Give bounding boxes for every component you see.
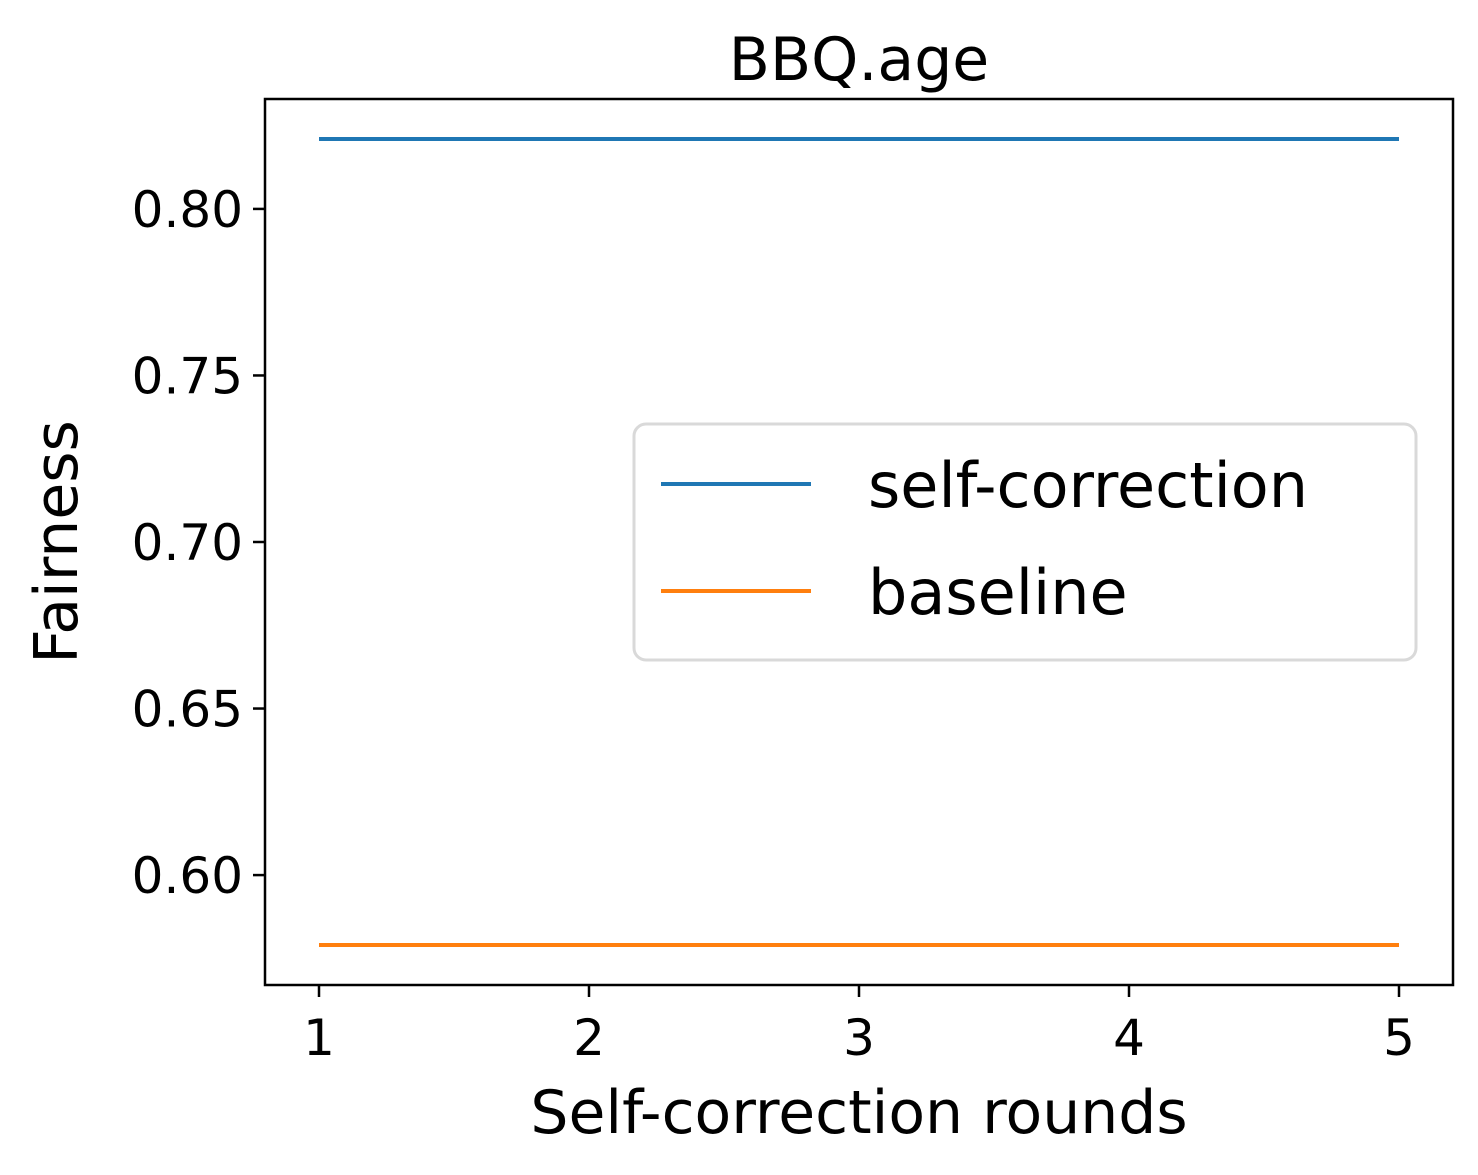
x-axis-label: Self-correction rounds xyxy=(530,1078,1187,1148)
legend-label-1: baseline xyxy=(868,556,1128,629)
y-axis-label: Fairness xyxy=(22,420,92,664)
x-axis-ticks: 1 2 3 4 5 xyxy=(303,985,1415,1067)
y-tick-label: 0.60 xyxy=(132,847,243,905)
x-tick-label: 4 xyxy=(1113,1009,1145,1067)
x-tick-label: 2 xyxy=(573,1009,605,1067)
x-tick-label: 3 xyxy=(843,1009,875,1067)
y-axis-ticks: 0.60 0.65 0.70 0.75 0.80 xyxy=(132,181,265,905)
legend-box xyxy=(632,422,1418,662)
legend: self-correction baseline xyxy=(632,422,1418,662)
legend-label-0: self-correction xyxy=(868,449,1308,522)
y-tick-label: 0.80 xyxy=(132,181,243,239)
y-tick-label: 0.65 xyxy=(132,681,243,739)
x-tick-label: 5 xyxy=(1383,1009,1415,1067)
x-tick-label: 1 xyxy=(303,1009,335,1067)
plot-series xyxy=(319,137,1399,947)
legend-entries: self-correction baseline xyxy=(661,449,1308,629)
chart-title: BBQ.age xyxy=(729,25,989,95)
y-tick-label: 0.70 xyxy=(132,514,243,572)
y-tick-label: 0.75 xyxy=(132,347,243,405)
